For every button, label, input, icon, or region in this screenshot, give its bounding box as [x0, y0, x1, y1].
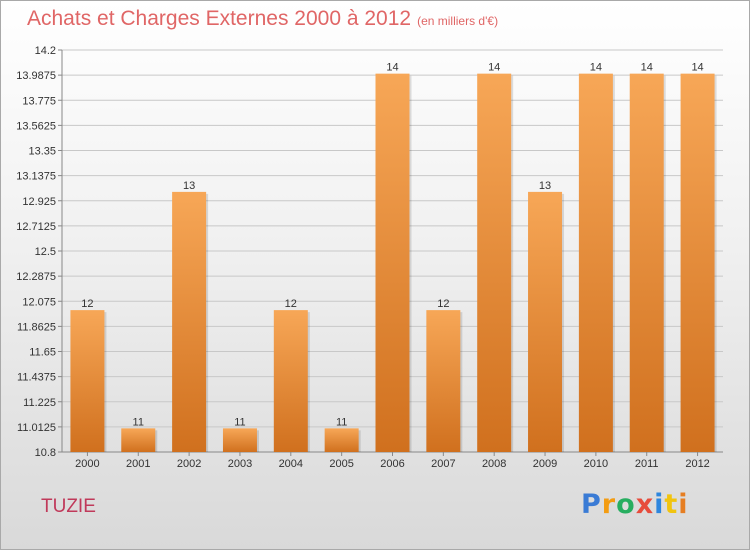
- logo-letter: x: [635, 489, 655, 520]
- bar: [273, 310, 308, 452]
- logo-letter: P: [581, 489, 602, 520]
- bar: [680, 73, 715, 452]
- x-tick-label: 2001: [126, 458, 150, 470]
- bar: [222, 428, 257, 452]
- y-tick-label: 10.8: [35, 447, 56, 459]
- logo-letter: i: [654, 489, 665, 520]
- y-tick-label: 12.2875: [16, 271, 56, 283]
- data-label: 14: [590, 62, 602, 74]
- data-label: 14: [386, 62, 398, 74]
- y-tick-label: 13.9875: [16, 70, 56, 82]
- axes: 10.8 11.0125 11.225 11.4375 11.65 11.8625 12.0…: [16, 45, 723, 470]
- data-label: 13: [539, 180, 551, 192]
- data-label: 12: [81, 298, 93, 310]
- x-tick-label: 2002: [177, 458, 201, 470]
- bar: [121, 428, 156, 452]
- data-label: 11: [133, 416, 144, 428]
- y-tick-label: 11.0125: [17, 422, 56, 434]
- y-tick-label: 14.2: [35, 45, 56, 57]
- data-label: 14: [691, 62, 703, 74]
- y-tick-label: 12.7125: [16, 221, 56, 233]
- x-tick-label: 2012: [685, 458, 709, 470]
- x-tick-label: 2004: [279, 458, 303, 470]
- bar: [528, 191, 563, 452]
- bar: [629, 73, 664, 452]
- y-tick-label: 11.4375: [17, 372, 56, 384]
- y-tick-label: 12.925: [22, 196, 56, 208]
- x-tick-label: 2009: [533, 458, 557, 470]
- x-tick-label: 2011: [635, 458, 659, 470]
- y-tick-label: 13.775: [22, 95, 56, 107]
- labels: 12 11 13 11 12 11 14 12 14 13 14 14 14: [81, 62, 703, 429]
- bar: [477, 73, 512, 452]
- y-tick-label: 11.8625: [17, 321, 56, 333]
- bar: [375, 73, 410, 452]
- x-tick-label: 2003: [228, 458, 252, 470]
- x-tick-label: 2010: [584, 458, 608, 470]
- chart-title: Achats et Charges Externes 2000 à 2012 (e…: [27, 7, 499, 30]
- data-label: 12: [285, 298, 297, 310]
- bar: [70, 310, 105, 452]
- logo-letter: i: [678, 489, 689, 520]
- data-label: 14: [641, 62, 653, 74]
- x-tick-label: 2000: [75, 458, 99, 470]
- commune-name: TUZIE: [41, 496, 96, 517]
- bar: [578, 73, 613, 452]
- y-tick-label: 13.1375: [16, 171, 56, 183]
- bar: [324, 428, 359, 452]
- x-tick-label: 2008: [482, 458, 506, 470]
- x-tick-label: 2006: [380, 458, 404, 470]
- data-label: 14: [488, 62, 500, 74]
- proxiti-logo: Proxiti: [581, 489, 689, 520]
- logo-letter: r: [601, 489, 617, 520]
- data-label: 11: [336, 416, 347, 428]
- x-tick-label: 2007: [431, 458, 455, 470]
- y-tick-label: 12.075: [22, 296, 56, 308]
- bar: [172, 191, 207, 452]
- y-tick-label: 12.5: [35, 246, 56, 258]
- data-label: 12: [437, 298, 449, 310]
- data-label: 11: [234, 416, 245, 428]
- bars: [70, 73, 717, 452]
- data-label: 13: [183, 180, 195, 192]
- bar: [426, 310, 461, 452]
- y-tick-label: 11.225: [23, 397, 56, 409]
- chart-subtitle: (en milliers d'€): [417, 14, 499, 28]
- y-tick-label: 13.5625: [16, 120, 56, 132]
- y-tick-label: 11.65: [29, 347, 56, 359]
- logo-letter: o: [616, 489, 636, 520]
- logo-letter: t: [664, 489, 679, 520]
- x-tick-label: 2005: [329, 458, 353, 470]
- y-tick-label: 13.35: [28, 146, 56, 158]
